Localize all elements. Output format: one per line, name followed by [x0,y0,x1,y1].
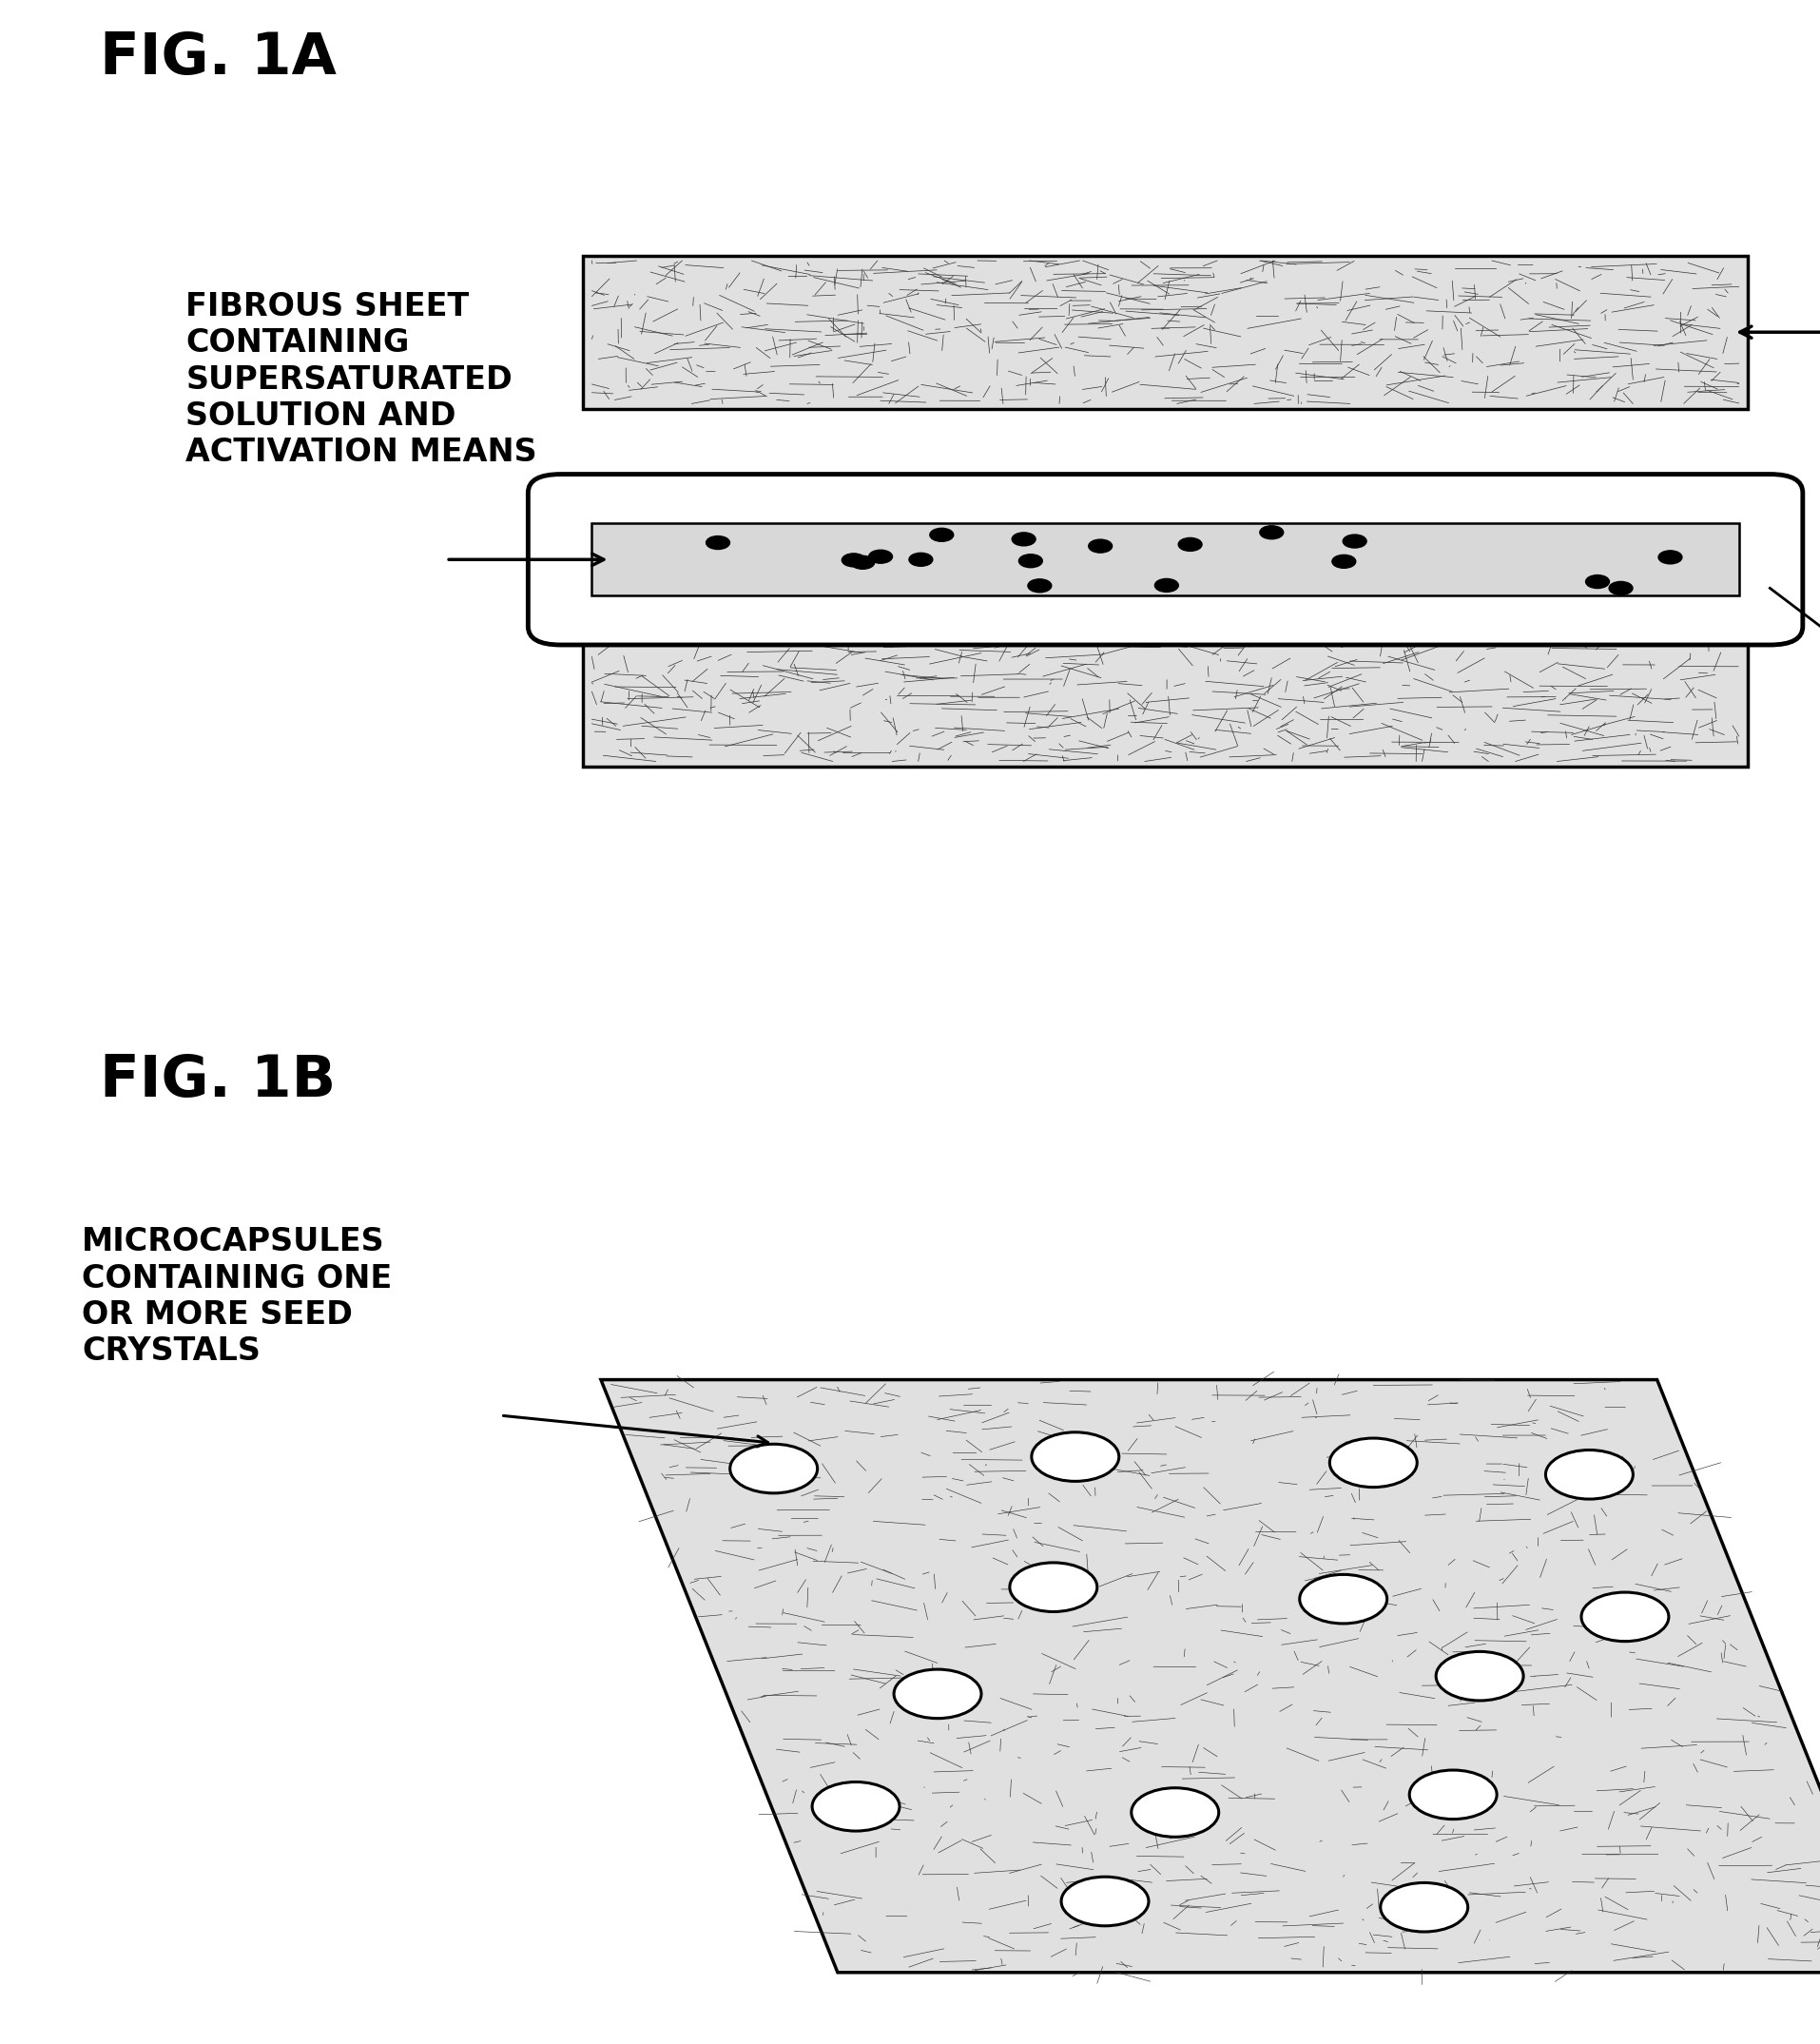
Circle shape [1130,1788,1218,1838]
Circle shape [850,556,874,568]
Circle shape [1017,554,1041,568]
Circle shape [1154,578,1178,593]
Circle shape [868,550,892,564]
Text: MICROCAPSULES
CONTAINING ONE
OR MORE SEED
CRYSTALS: MICROCAPSULES CONTAINING ONE OR MORE SEE… [82,1226,391,1367]
Circle shape [1178,538,1201,552]
Circle shape [1061,1876,1148,1925]
Circle shape [812,1782,899,1831]
Circle shape [730,1443,817,1492]
Text: FIBROUS SHEET
CONTAINING
SUPERSATURATED
SOLUTION AND
ACTIVATION MEANS: FIBROUS SHEET CONTAINING SUPERSATURATED … [186,290,537,468]
Circle shape [1409,1770,1496,1819]
Circle shape [841,554,864,566]
Circle shape [1332,554,1356,568]
FancyBboxPatch shape [528,474,1802,646]
Text: FIG. 1B: FIG. 1B [100,1053,337,1108]
Circle shape [930,527,954,542]
Circle shape [894,1670,981,1719]
Text: FIG. 1A: FIG. 1A [100,31,337,86]
Circle shape [1545,1449,1633,1498]
Bar [582,613,1747,766]
Circle shape [1580,1592,1667,1641]
Circle shape [1299,1574,1387,1623]
Circle shape [1030,1433,1117,1482]
Circle shape [1329,1439,1416,1488]
Circle shape [1008,1562,1096,1611]
Circle shape [1658,550,1682,564]
Circle shape [1259,525,1283,540]
Circle shape [1341,536,1365,548]
Circle shape [1609,583,1633,595]
Circle shape [1012,533,1036,546]
Bar [592,523,1738,597]
Bar [582,256,1747,409]
Circle shape [706,536,730,550]
Circle shape [1436,1652,1523,1701]
Circle shape [1026,578,1050,593]
Polygon shape [601,1380,1820,1972]
Circle shape [1380,1883,1467,1932]
Circle shape [1088,540,1112,552]
Circle shape [1585,574,1609,589]
Circle shape [908,554,932,566]
